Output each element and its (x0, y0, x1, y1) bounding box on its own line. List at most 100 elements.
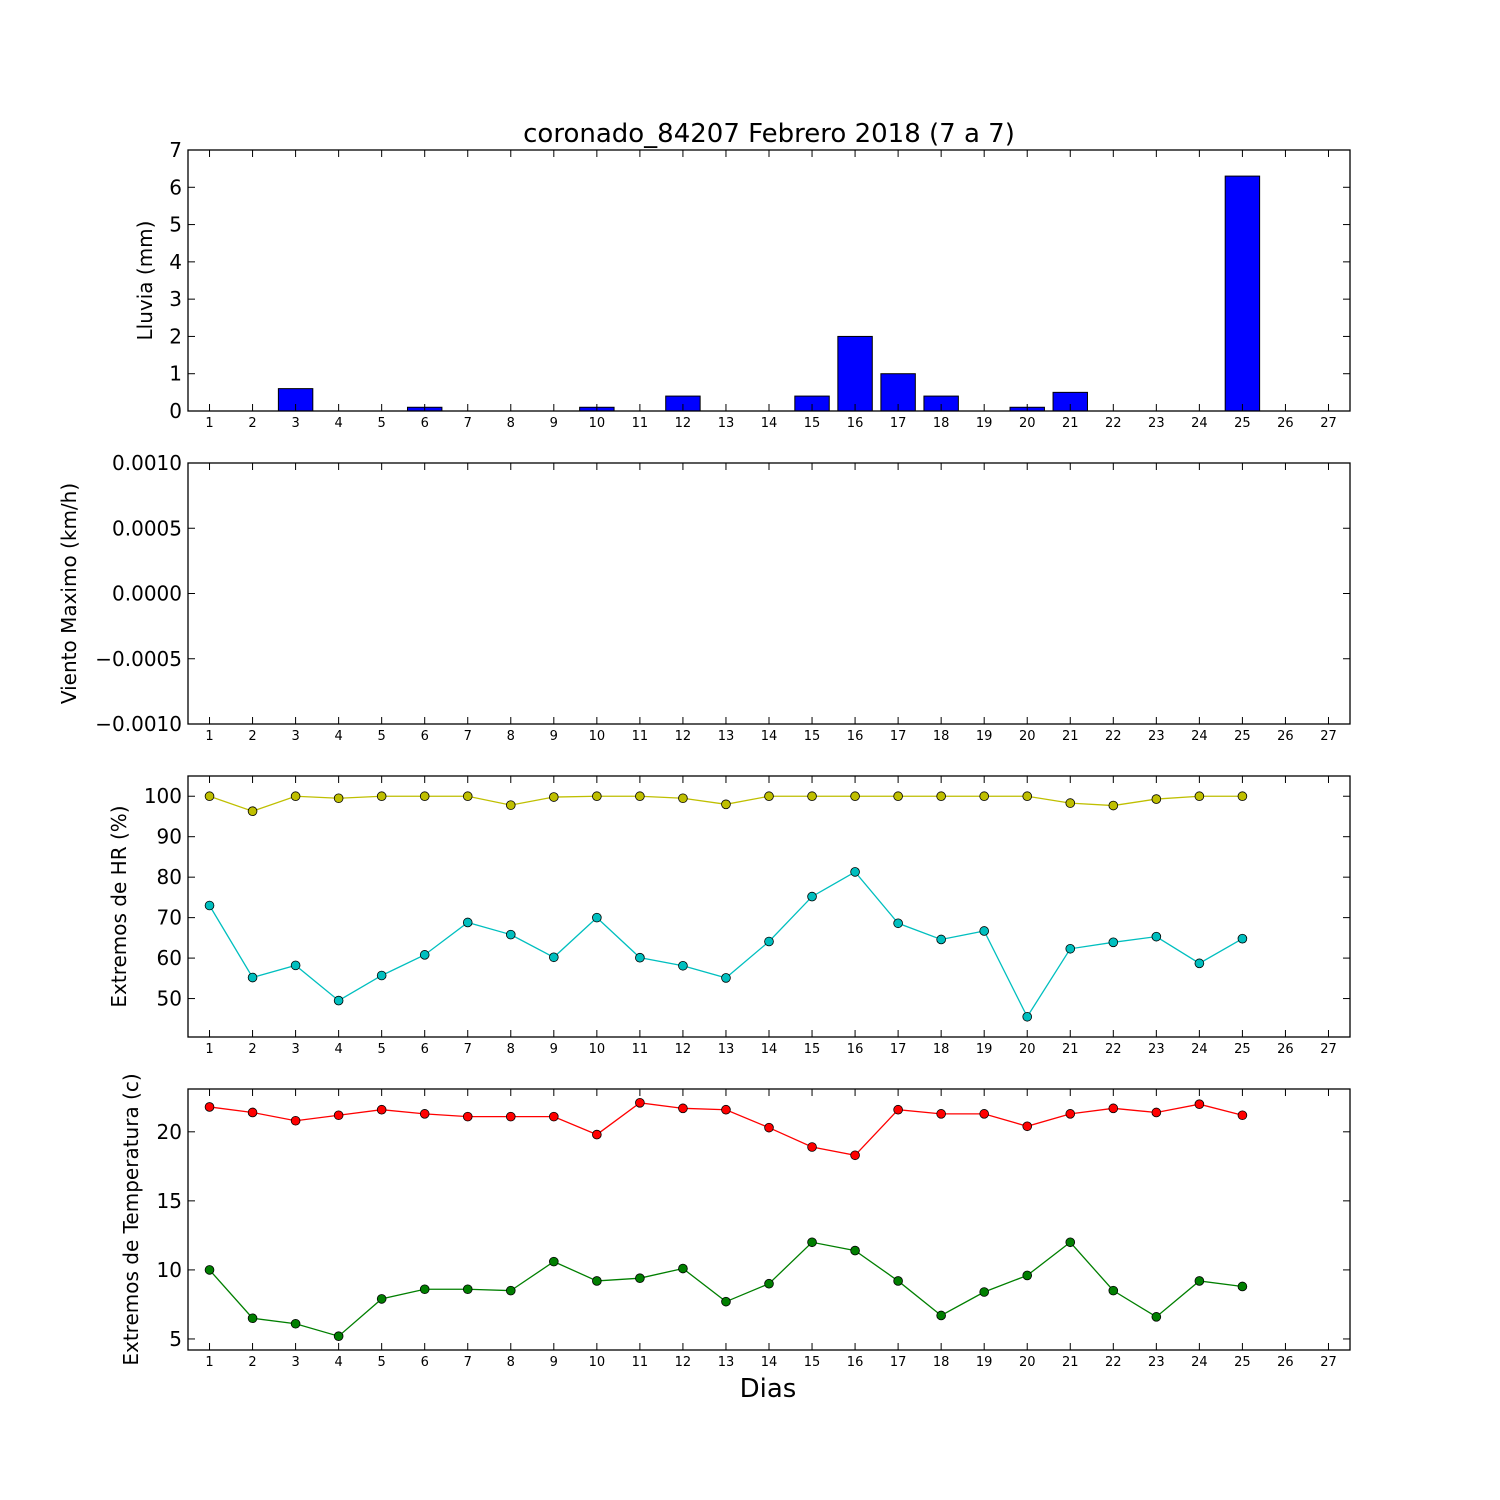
series-1-point-day-11 (635, 952, 645, 963)
xtick-label: 20 (1019, 729, 1036, 744)
series-1-point-day-24 (1194, 958, 1205, 969)
series-0-point-day-13 (721, 799, 731, 810)
xtick-label: 15 (804, 729, 821, 744)
xtick-label: 13 (718, 416, 735, 431)
xtick-label: 20 (1019, 1355, 1036, 1370)
xtick-label: 27 (1320, 416, 1337, 431)
ytick-label: 4 (169, 250, 182, 274)
series-1-point-day-7 (462, 917, 473, 928)
xtick-label: 17 (890, 1355, 907, 1370)
xtick-label: 21 (1062, 1042, 1079, 1057)
xtick-label: 11 (632, 729, 649, 744)
xtick-label: 14 (761, 1355, 778, 1370)
xtick-label: 22 (1105, 1042, 1122, 1057)
series-1-point-day-23 (1151, 1312, 1162, 1322)
xtick-label: 13 (718, 1042, 735, 1057)
series-1-point-day-15 (807, 891, 817, 902)
xtick-label: 22 (1105, 729, 1122, 744)
series-1-point-day-1 (204, 1265, 215, 1275)
series-0-point-day-8 (505, 1111, 516, 1122)
xtick-label: 1 (205, 729, 213, 744)
series-0-point-day-7 (462, 1111, 473, 1122)
xtick-label: 2 (248, 1042, 256, 1057)
xtick-label: 5 (378, 1042, 386, 1057)
series-0-point-day-3 (290, 791, 301, 802)
series-1-point-day-10 (592, 912, 602, 923)
series-1-point-day-15 (807, 1237, 817, 1248)
xtick-label: 25 (1234, 1042, 1251, 1057)
xtick-label: 23 (1148, 416, 1165, 431)
ytick-label: 80 (157, 865, 182, 889)
xtick-label: 3 (291, 1355, 299, 1370)
series-0-point-day-22 (1108, 1103, 1119, 1114)
bar-day-16 (837, 335, 873, 412)
series-0-point-day-16 (850, 1150, 860, 1161)
xtick-label: 18 (933, 729, 950, 744)
xtick-label: 12 (675, 1355, 692, 1370)
xtick-label: 25 (1234, 1355, 1251, 1370)
series-1-point-day-21 (1065, 1237, 1076, 1248)
xtick-label: 27 (1320, 1355, 1337, 1370)
series-1-point-day-3 (290, 960, 301, 971)
xtick-label: 13 (718, 729, 735, 744)
series-0-point-day-13 (721, 1104, 731, 1115)
series-1-point-day-12 (678, 960, 688, 971)
xtick-label: 24 (1191, 729, 1208, 744)
xtick-label: 14 (761, 1042, 778, 1057)
ytick-label: 15 (157, 1189, 182, 1213)
series-0-point-day-21 (1065, 798, 1076, 808)
xtick-label: 26 (1277, 729, 1294, 744)
series-0-point-day-1 (204, 1102, 215, 1112)
series-1-point-day-12 (678, 1263, 688, 1274)
xtick-label: 22 (1105, 416, 1122, 431)
ylabel: Extremos de Temperatura (c) (119, 1073, 143, 1365)
series-0-point-day-17 (893, 1104, 903, 1115)
xtick-label: 19 (976, 1355, 993, 1370)
series-0-point-day-4 (333, 793, 344, 804)
series-0-point-day-12 (678, 1103, 688, 1114)
series-1-point-day-22 (1108, 1285, 1119, 1296)
ytick-label: 60 (157, 946, 182, 970)
xtick-label: 17 (890, 1042, 907, 1057)
xtick-label: 11 (632, 416, 649, 431)
xtick-label: 25 (1234, 416, 1251, 431)
series-0-point-day-10 (592, 791, 602, 802)
ytick-label: 2 (169, 324, 182, 348)
series-1-point-day-13 (721, 1296, 731, 1307)
bar-day-25 (1224, 175, 1261, 412)
series-1-point-day-17 (893, 918, 903, 929)
series-1-point-day-20 (1022, 1011, 1033, 1022)
series-1-point-day-24 (1194, 1276, 1205, 1286)
xtick-label: 23 (1148, 1042, 1165, 1057)
series-0-point-day-3 (290, 1115, 301, 1126)
series-1-point-day-6 (419, 1284, 430, 1295)
xtick-label: 6 (421, 1042, 429, 1057)
xtick-label: 10 (589, 729, 606, 744)
xtick-label: 14 (761, 729, 778, 744)
series-0-point-day-18 (936, 1109, 946, 1119)
series-1-point-day-2 (247, 972, 258, 983)
xtick-label: 9 (550, 1042, 558, 1057)
ytick-label: −0.0010 (95, 712, 182, 736)
xtick-label: 12 (675, 729, 692, 744)
xtick-label: 24 (1191, 416, 1208, 431)
series-0-point-day-23 (1151, 1107, 1162, 1118)
series-1-point-day-18 (936, 934, 946, 945)
ytick-label: 10 (157, 1258, 182, 1282)
xtick-label: 1 (205, 1355, 213, 1370)
series-1-point-day-17 (893, 1276, 903, 1286)
xtick-label: 7 (464, 416, 472, 431)
series-0-point-day-11 (635, 791, 645, 802)
series-1-point-day-13 (721, 973, 731, 983)
ylabel: Viento Maximo (km/h) (57, 483, 81, 704)
xtick-label: 18 (933, 1042, 950, 1057)
series-1-point-day-23 (1151, 931, 1162, 942)
xtick-label: 1 (205, 1042, 213, 1057)
xtick-label: 27 (1320, 1042, 1337, 1057)
xtick-label: 15 (804, 1042, 821, 1057)
series-1-point-day-1 (204, 900, 215, 911)
series-1-point-day-3 (290, 1318, 301, 1329)
series-0-point-day-4 (333, 1110, 344, 1121)
